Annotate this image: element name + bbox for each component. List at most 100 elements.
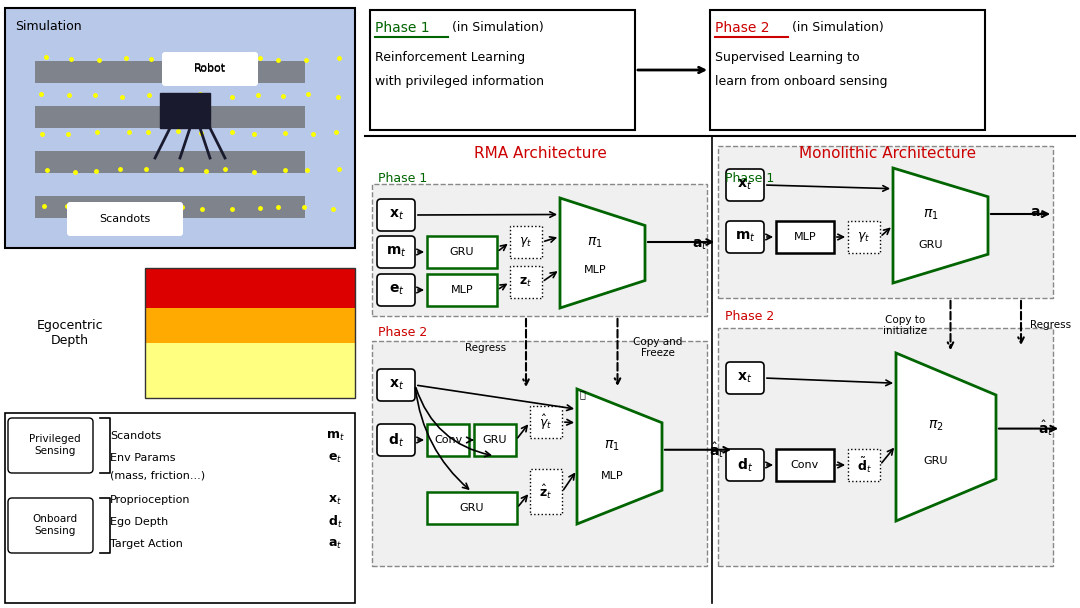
Bar xyxy=(427,492,517,524)
Text: $\mathbf{a}_t$: $\mathbf{a}_t$ xyxy=(1030,207,1045,221)
Bar xyxy=(160,93,210,128)
Text: $\mathbf{m}_t$: $\mathbf{m}_t$ xyxy=(387,245,407,259)
Bar xyxy=(145,268,355,398)
Text: Phase 2: Phase 2 xyxy=(725,309,774,322)
Text: Ego Depth: Ego Depth xyxy=(110,517,168,527)
Text: Copy and
Freeze: Copy and Freeze xyxy=(633,337,683,358)
Bar xyxy=(530,469,562,514)
Text: $\mathbf{z}_t$: $\mathbf{z}_t$ xyxy=(519,275,532,289)
Bar xyxy=(848,449,880,481)
Text: $\mathbf{x}_t$: $\mathbf{x}_t$ xyxy=(738,178,753,192)
Text: MLP: MLP xyxy=(583,265,606,275)
Bar xyxy=(848,221,880,253)
Bar xyxy=(710,10,985,130)
Text: $\pi_1$: $\pi_1$ xyxy=(923,208,939,222)
Text: $\mathbf{x}_t$: $\mathbf{x}_t$ xyxy=(738,371,753,385)
FancyBboxPatch shape xyxy=(377,199,415,231)
Text: Scandots: Scandots xyxy=(99,214,150,224)
Text: (in Simulation): (in Simulation) xyxy=(453,21,543,35)
Bar xyxy=(474,424,516,456)
Text: Phase 1: Phase 1 xyxy=(378,171,428,184)
Text: $\mathbf{m}_t$: $\mathbf{m}_t$ xyxy=(734,230,755,244)
Text: $\mathbf{m}_t$: $\mathbf{m}_t$ xyxy=(325,429,345,443)
Text: $\mathbf{e}_t$: $\mathbf{e}_t$ xyxy=(389,283,404,297)
Bar xyxy=(5,413,355,603)
Text: GRU: GRU xyxy=(923,456,948,466)
Text: Egocentric
Depth: Egocentric Depth xyxy=(37,319,104,347)
Bar xyxy=(35,196,305,218)
Text: $\hat{\mathbf{a}}_t$: $\hat{\mathbf{a}}_t$ xyxy=(1038,419,1054,438)
Text: Target Action: Target Action xyxy=(110,539,183,549)
Bar xyxy=(35,61,305,83)
Text: $\mathbf{a}_t$: $\mathbf{a}_t$ xyxy=(328,537,342,551)
Text: Regress: Regress xyxy=(1030,320,1071,331)
Text: Regress: Regress xyxy=(465,343,507,353)
Bar xyxy=(718,328,1053,566)
Bar xyxy=(777,221,834,253)
Text: MLP: MLP xyxy=(794,232,816,242)
Text: GRU: GRU xyxy=(449,247,474,257)
Text: $\hat{\mathbf{a}}_t$: $\hat{\mathbf{a}}_t$ xyxy=(710,440,725,460)
Text: $\pi_1$: $\pi_1$ xyxy=(588,236,603,250)
Text: GRU: GRU xyxy=(460,503,484,513)
Text: Phase 2: Phase 2 xyxy=(715,21,769,35)
Text: $\pi_1$: $\pi_1$ xyxy=(604,439,620,453)
FancyBboxPatch shape xyxy=(8,498,93,553)
Text: GRU: GRU xyxy=(483,435,508,445)
Text: Phase 1: Phase 1 xyxy=(375,21,430,35)
Text: MLP: MLP xyxy=(450,285,473,295)
Bar xyxy=(145,343,355,398)
Bar xyxy=(35,151,305,173)
Text: Phase 1: Phase 1 xyxy=(725,171,774,184)
FancyBboxPatch shape xyxy=(377,274,415,306)
Text: $\mathbf{x}_t$: $\mathbf{x}_t$ xyxy=(389,208,404,222)
Text: $\gamma_t$: $\gamma_t$ xyxy=(519,235,532,249)
Bar xyxy=(777,449,834,481)
FancyBboxPatch shape xyxy=(67,202,183,236)
FancyBboxPatch shape xyxy=(8,418,93,473)
Bar xyxy=(427,236,497,268)
Text: Robot: Robot xyxy=(194,64,226,74)
Bar xyxy=(372,184,707,316)
Polygon shape xyxy=(896,353,996,521)
Text: $\mathbf{d}_t$: $\mathbf{d}_t$ xyxy=(327,514,342,530)
Text: $\mathbf{e}_t$: $\mathbf{e}_t$ xyxy=(328,452,342,465)
Text: RMA Architecture: RMA Architecture xyxy=(474,145,607,161)
Text: $\mathbf{d}_t$: $\mathbf{d}_t$ xyxy=(389,431,405,449)
Bar xyxy=(510,226,542,258)
Text: Copy to
initialize: Copy to initialize xyxy=(883,315,928,336)
Text: Privileged
Sensing: Privileged Sensing xyxy=(29,434,81,456)
Text: $\mathbf{a}_t$: $\mathbf{a}_t$ xyxy=(692,238,707,252)
Bar xyxy=(5,8,355,248)
FancyBboxPatch shape xyxy=(726,362,764,394)
Text: Supervised Learning to: Supervised Learning to xyxy=(715,52,860,64)
Polygon shape xyxy=(577,389,662,524)
Bar xyxy=(530,406,562,438)
Text: $\pi_2$: $\pi_2$ xyxy=(928,419,944,433)
Text: Conv: Conv xyxy=(791,460,819,470)
Text: Reinforcement Learning: Reinforcement Learning xyxy=(375,52,525,64)
Text: $\hat{\gamma}_t$: $\hat{\gamma}_t$ xyxy=(539,412,553,432)
Bar xyxy=(35,106,305,128)
Text: Robot: Robot xyxy=(194,63,226,73)
Text: Conv: Conv xyxy=(434,435,462,445)
Text: Phase 2: Phase 2 xyxy=(378,326,428,339)
Text: $\tilde{\mathbf{d}}_t$: $\tilde{\mathbf{d}}_t$ xyxy=(856,455,872,475)
Polygon shape xyxy=(561,198,645,308)
FancyBboxPatch shape xyxy=(726,449,764,481)
FancyBboxPatch shape xyxy=(377,236,415,268)
Polygon shape xyxy=(893,168,988,283)
Bar xyxy=(718,146,1053,298)
Text: learn from onboard sensing: learn from onboard sensing xyxy=(715,75,888,89)
FancyBboxPatch shape xyxy=(726,221,764,253)
Bar xyxy=(427,424,469,456)
Text: Monolithic Architecture: Monolithic Architecture xyxy=(799,145,976,161)
Text: Env Params: Env Params xyxy=(110,453,175,463)
Bar xyxy=(370,10,635,130)
Text: $\hat{\mathbf{z}}_t$: $\hat{\mathbf{z}}_t$ xyxy=(539,483,553,501)
FancyBboxPatch shape xyxy=(162,52,258,86)
Text: $\mathbf{x}_t$: $\mathbf{x}_t$ xyxy=(389,378,404,392)
FancyBboxPatch shape xyxy=(377,424,415,456)
FancyBboxPatch shape xyxy=(726,169,764,201)
Text: 🔒: 🔒 xyxy=(579,389,585,399)
